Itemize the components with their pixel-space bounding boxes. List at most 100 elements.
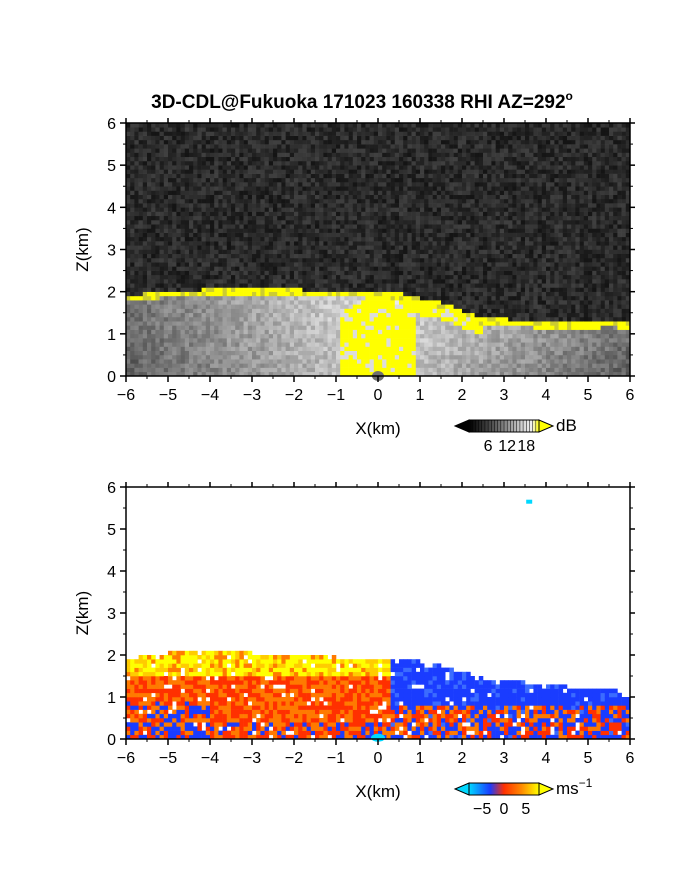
reflectivity-cell: [134, 224, 139, 229]
reflectivity-cell: [214, 321, 219, 326]
reflectivity-cell: [298, 190, 303, 195]
reflectivity-cell: [285, 139, 291, 145]
reflectivity-cell: [130, 363, 135, 368]
reflectivity-cell: [302, 177, 307, 183]
reflectivity-cell: [277, 262, 282, 267]
reflectivity-cell: [231, 257, 236, 263]
reflectivity-cell: [428, 139, 433, 145]
reflectivity-cell: [205, 350, 211, 356]
reflectivity-cell: [365, 274, 370, 280]
reflectivity-cell: [184, 304, 190, 309]
reflectivity-cell: [394, 270, 400, 276]
reflectivity-cell: [142, 354, 148, 360]
reflectivity-cell: [399, 219, 404, 225]
reflectivity-cell: [394, 182, 400, 187]
reflectivity-cell: [231, 354, 236, 360]
reflectivity-cell: [403, 169, 408, 174]
reflectivity-cell: [411, 359, 417, 364]
reflectivity-cell: [285, 182, 291, 187]
reflectivity-cell: [210, 371, 215, 377]
reflectivity-cell: [306, 152, 312, 158]
reflectivity-cell: [432, 266, 438, 271]
reflectivity-cell: [386, 123, 391, 128]
reflectivity-cell: [247, 148, 253, 153]
reflectivity-cell: [373, 346, 379, 351]
reflectivity-cell: [163, 207, 169, 212]
reflectivity-cell: [352, 152, 358, 158]
reflectivity-cell: [407, 291, 412, 297]
reflectivity-cell: [361, 182, 366, 187]
reflectivity-cell: [256, 287, 261, 292]
reflectivity-cell: [147, 308, 152, 314]
reflectivity-cell: [298, 182, 303, 187]
reflectivity-cell: [176, 346, 181, 351]
reflectivity-cell: [201, 279, 207, 284]
reflectivity-cell: [285, 152, 291, 158]
reflectivity-cell: [407, 325, 412, 330]
reflectivity-cell: [235, 186, 240, 191]
reflectivity-cell: [352, 186, 358, 191]
reflectivity-cell: [189, 224, 194, 229]
reflectivity-cell: [159, 270, 165, 276]
reflectivity-cell: [428, 236, 433, 242]
reflectivity-cell: [168, 308, 173, 314]
reflectivity-cell: [256, 279, 261, 284]
reflectivity-cell: [201, 228, 207, 233]
reflectivity-cell: [180, 363, 186, 368]
reflectivity-cell: [176, 359, 181, 364]
reflectivity-cell: [428, 316, 433, 322]
reflectivity-cell: [281, 160, 286, 166]
reflectivity-cell: [298, 219, 303, 225]
reflectivity-cell: [462, 228, 467, 233]
reflectivity-cell: [327, 257, 333, 263]
reflectivity-cell: [281, 270, 286, 276]
reflectivity-cell: [407, 338, 412, 343]
reflectivity-cell: [201, 295, 207, 301]
reflectivity-cell: [197, 266, 202, 271]
reflectivity-cell: [340, 203, 345, 208]
reflectivity-cell: [327, 131, 333, 136]
reflectivity-cell: [352, 219, 358, 225]
reflectivity-cell: [134, 144, 139, 149]
reflectivity-cell: [445, 186, 450, 191]
reflectivity-cell: [361, 165, 366, 170]
reflectivity-cell: [310, 144, 316, 149]
reflectivity-cell: [172, 359, 177, 364]
reflectivity-cell: [298, 329, 303, 335]
reflectivity-cell: [449, 253, 454, 259]
reflectivity-cell: [462, 148, 467, 153]
reflectivity-cell: [184, 144, 190, 149]
reflectivity-cell: [142, 127, 148, 132]
reflectivity-cell: [277, 156, 282, 162]
reflectivity-cell: [268, 228, 274, 233]
reflectivity-cell: [159, 359, 165, 364]
reflectivity-cell: [172, 232, 177, 238]
reflectivity-cell: [189, 177, 194, 183]
reflectivity-cell: [289, 316, 295, 322]
reflectivity-cell: [273, 359, 278, 364]
reflectivity-cell: [453, 350, 459, 356]
reflectivity-cell: [436, 266, 442, 271]
reflectivity-cell: [336, 127, 341, 132]
reflectivity-cell: [403, 304, 408, 309]
reflectivity-cell: [155, 215, 160, 221]
reflectivity-cell: [205, 224, 211, 229]
reflectivity-cell: [180, 359, 186, 364]
reflectivity-cell: [336, 177, 341, 183]
reflectivity-cell: [394, 224, 400, 229]
reflectivity-cell: [155, 354, 160, 360]
reflectivity-cell: [147, 232, 152, 238]
reflectivity-cell: [239, 338, 244, 343]
reflectivity-cell: [369, 363, 375, 368]
reflectivity-cell: [256, 274, 261, 280]
reflectivity-cell: [168, 169, 173, 174]
reflectivity-cell: [298, 354, 303, 360]
reflectivity-cell: [470, 253, 475, 259]
reflectivity-cell: [415, 211, 421, 217]
reflectivity-cell: [180, 338, 186, 343]
reflectivity-cell: [147, 325, 152, 330]
reflectivity-cell: [281, 363, 286, 368]
reflectivity-cell: [436, 308, 442, 314]
reflectivity-cell: [264, 198, 270, 204]
reflectivity-cell: [394, 194, 400, 200]
